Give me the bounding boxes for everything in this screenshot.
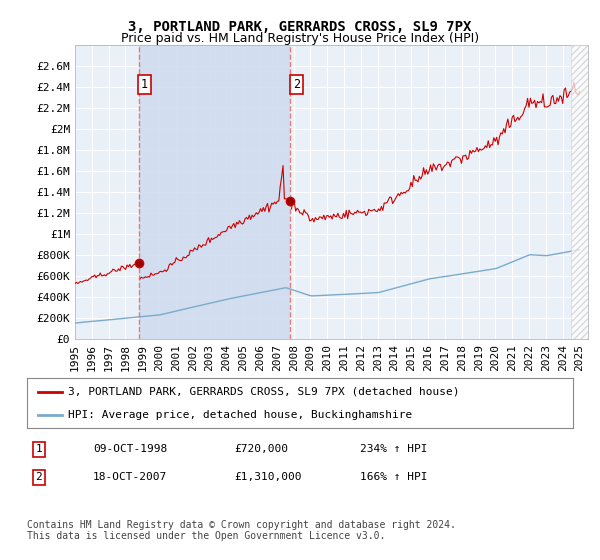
Text: 2: 2 (293, 78, 300, 91)
Text: Contains HM Land Registry data © Crown copyright and database right 2024.
This d: Contains HM Land Registry data © Crown c… (27, 520, 456, 542)
Text: 09-OCT-1998: 09-OCT-1998 (93, 444, 167, 454)
Text: Price paid vs. HM Land Registry's House Price Index (HPI): Price paid vs. HM Land Registry's House … (121, 32, 479, 45)
Text: £720,000: £720,000 (234, 444, 288, 454)
Bar (139, 45, 290, 339)
Text: 166% ↑ HPI: 166% ↑ HPI (360, 472, 427, 482)
Text: 3, PORTLAND PARK, GERRARDS CROSS, SL9 7PX (detached house): 3, PORTLAND PARK, GERRARDS CROSS, SL9 7P… (68, 386, 460, 396)
Text: 1: 1 (141, 78, 148, 91)
Bar (571, 45, 588, 339)
Text: £1,310,000: £1,310,000 (234, 472, 302, 482)
Text: 18-OCT-2007: 18-OCT-2007 (93, 472, 167, 482)
Text: HPI: Average price, detached house, Buckinghamshire: HPI: Average price, detached house, Buck… (68, 410, 412, 420)
Text: 2: 2 (35, 472, 43, 482)
Text: 1: 1 (35, 444, 43, 454)
Text: 3, PORTLAND PARK, GERRARDS CROSS, SL9 7PX: 3, PORTLAND PARK, GERRARDS CROSS, SL9 7P… (128, 20, 472, 34)
Text: 234% ↑ HPI: 234% ↑ HPI (360, 444, 427, 454)
